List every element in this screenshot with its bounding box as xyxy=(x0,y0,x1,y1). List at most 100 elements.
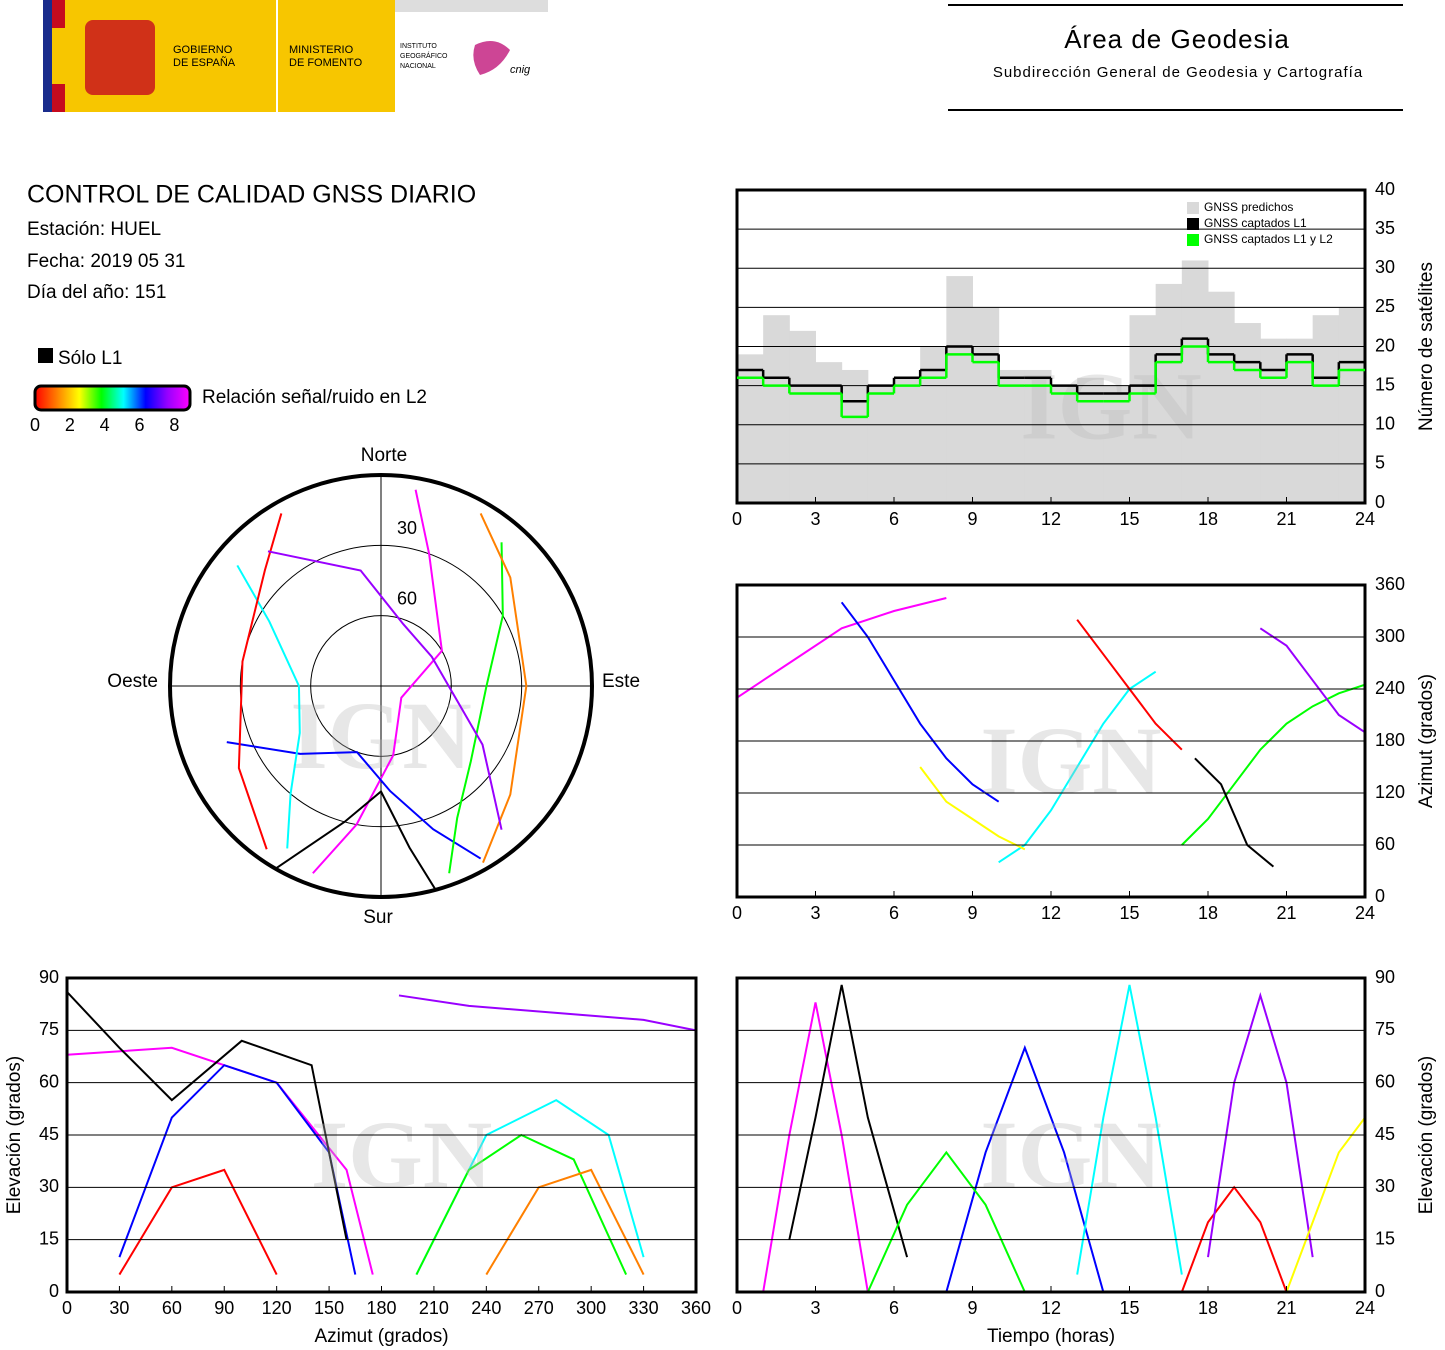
x-tick-label: 150 xyxy=(314,1298,344,1318)
x-tick-label: 21 xyxy=(1276,903,1296,923)
area-step xyxy=(1208,291,1235,503)
x-tick-label: 0 xyxy=(732,903,742,923)
plot-frame xyxy=(65,976,698,1294)
x-tick-label: 3 xyxy=(810,1298,820,1318)
x-tick-label: 18 xyxy=(1198,509,1218,529)
x-tick-label: 270 xyxy=(524,1298,554,1318)
track xyxy=(737,597,947,699)
area-step xyxy=(1234,323,1261,503)
plot-area xyxy=(67,991,696,1276)
y-tick-label: 45 xyxy=(39,1124,59,1144)
track xyxy=(1181,683,1365,846)
logo-text: GEOGRÁFICO xyxy=(400,51,448,60)
y-tick-label: 90 xyxy=(39,967,59,987)
sky-track xyxy=(236,564,301,849)
y-tick-label: 300 xyxy=(1375,626,1405,646)
colorbar-label: Relación señal/ruido en L2 xyxy=(202,387,427,408)
l1-swatch xyxy=(38,348,53,363)
x-tick-label: 60 xyxy=(162,1298,182,1318)
logo-text: MINISTERIO xyxy=(289,44,354,56)
x-tick-label: 12 xyxy=(1041,903,1061,923)
watermark: IGN xyxy=(311,1101,492,1208)
x-tick-label: 6 xyxy=(889,903,899,923)
area-step xyxy=(815,362,843,503)
header-title: Área de Geodesia xyxy=(1064,24,1290,54)
elevation-ring xyxy=(239,544,523,828)
track xyxy=(919,766,1026,851)
track xyxy=(398,994,696,1032)
x-tick-label: 240 xyxy=(471,1298,501,1318)
y-tick-label: 0 xyxy=(1375,1281,1385,1301)
x-tick-label: 24 xyxy=(1355,903,1375,923)
legend-label: GNSS predichos xyxy=(1204,200,1293,214)
x-tick-label: 180 xyxy=(366,1298,396,1318)
x-tick-label: 0 xyxy=(732,1298,742,1318)
report-title: CONTROL DE CALIDAD GNSS DIARIO xyxy=(27,181,476,209)
area-step xyxy=(1181,260,1209,503)
area-step xyxy=(894,377,921,503)
direction-label: Oeste xyxy=(107,671,158,692)
track xyxy=(866,1150,1026,1292)
x-tick-label: 21 xyxy=(1276,1298,1296,1318)
sky-track xyxy=(274,789,437,891)
area-step xyxy=(841,369,869,503)
x-tick-label: 360 xyxy=(681,1298,711,1318)
track xyxy=(67,991,348,1240)
x-tick-label: 15 xyxy=(1119,1298,1139,1318)
x-tick-label: 330 xyxy=(629,1298,659,1318)
legend-label: GNSS captados L1 xyxy=(1204,216,1307,230)
x-tick-label: 30 xyxy=(109,1298,129,1318)
x-tick-label: 6 xyxy=(889,1298,899,1318)
track xyxy=(840,601,1000,803)
y-axis-label: Elevación (grados) xyxy=(1416,1056,1437,1214)
sky-track xyxy=(267,550,503,830)
watermark: IGN xyxy=(290,682,471,789)
track xyxy=(485,1168,645,1276)
colorbar-tick-label: 0 xyxy=(30,415,40,435)
area-step xyxy=(763,315,790,503)
area-step xyxy=(867,385,895,503)
area-step xyxy=(1260,338,1287,503)
y-tick-label: 75 xyxy=(39,1019,59,1039)
cnig-logo xyxy=(473,41,510,75)
sky-track xyxy=(479,512,528,864)
x-axis-label: Tiempo (horas) xyxy=(987,1326,1115,1347)
sky-track xyxy=(312,489,443,874)
y-tick-label: 40 xyxy=(1375,179,1395,199)
y-tick-label: 60 xyxy=(1375,1071,1395,1091)
y-tick-label: 30 xyxy=(1375,257,1395,277)
x-tick-label: 15 xyxy=(1119,509,1139,529)
x-tick-label: 21 xyxy=(1276,509,1296,529)
x-tick-label: 3 xyxy=(810,509,820,529)
area-step xyxy=(1051,385,1078,503)
sky-track xyxy=(226,741,482,860)
x-tick-label: 90 xyxy=(214,1298,234,1318)
area-step xyxy=(998,369,1026,503)
y-tick-label: 15 xyxy=(1375,374,1395,394)
plot-area xyxy=(737,260,1365,503)
colorbar-tick-label: 4 xyxy=(100,415,110,435)
track xyxy=(1207,991,1314,1258)
area-step xyxy=(1312,315,1340,503)
date: Fecha: 2019 05 31 xyxy=(27,251,185,272)
station: Estación: HUEL xyxy=(27,219,161,240)
y-tick-label: 0 xyxy=(1375,886,1385,906)
logo-text: cnig xyxy=(510,64,531,76)
y-tick-label: 120 xyxy=(1375,782,1405,802)
x-tick-label: 9 xyxy=(967,1298,977,1318)
track xyxy=(118,1168,278,1276)
y-axis-label: Elevación (grados) xyxy=(4,1056,25,1214)
x-tick-label: 12 xyxy=(1041,509,1061,529)
ring-label: 60 xyxy=(397,588,417,608)
area-step xyxy=(1286,338,1314,503)
x-tick-label: 18 xyxy=(1198,903,1218,923)
watermark: IGN xyxy=(980,1101,1161,1208)
ring-label: 30 xyxy=(397,518,417,538)
header-subtitle: Subdirección General de Geodesia y Carto… xyxy=(993,64,1363,81)
crest xyxy=(85,20,155,95)
y-tick-label: 10 xyxy=(1375,414,1395,434)
y-tick-label: 360 xyxy=(1375,574,1405,594)
plot-frame xyxy=(735,188,1367,505)
polar-frame xyxy=(168,473,594,899)
track xyxy=(1259,627,1365,734)
